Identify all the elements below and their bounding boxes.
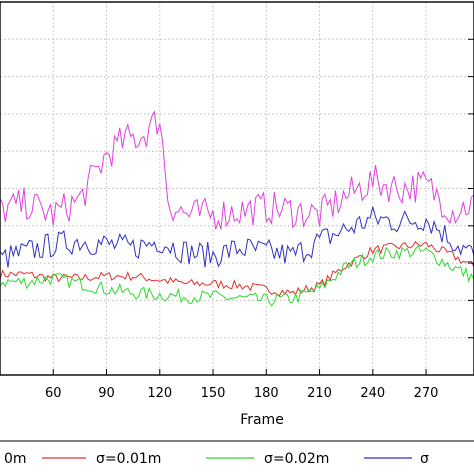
series-line-4 [0,110,474,230]
legend-label-2: σ=0.02m [264,451,329,467]
x-axis-title: Frame [240,412,284,428]
plot-frame [0,1,474,376]
x-tick-label-0: 60 [45,386,62,401]
series-line-3 [0,206,474,268]
x-tick-label-4: 180 [254,386,279,401]
legend-label-1: σ=0.01m [96,451,161,467]
legend-label-3: σ [420,451,429,467]
legend-label-0: 0m [4,451,27,467]
x-tick-label-3: 150 [201,386,226,401]
series-line-1 [0,240,474,297]
legend: 0m σ=0.01m σ=0.02m σ [0,440,474,474]
x-tick-label-5: 210 [307,386,332,401]
x-tick-label-7: 270 [414,386,439,401]
grid [0,2,474,375]
series-lines [0,110,474,307]
x-tick-label-6: 240 [360,386,385,401]
series-line-2 [0,244,474,307]
x-tick-label-1: 90 [98,386,115,401]
x-axis-ticks: 60 90 120 150 180 210 240 270 [45,38,474,401]
x-tick-label-2: 120 [147,386,172,401]
